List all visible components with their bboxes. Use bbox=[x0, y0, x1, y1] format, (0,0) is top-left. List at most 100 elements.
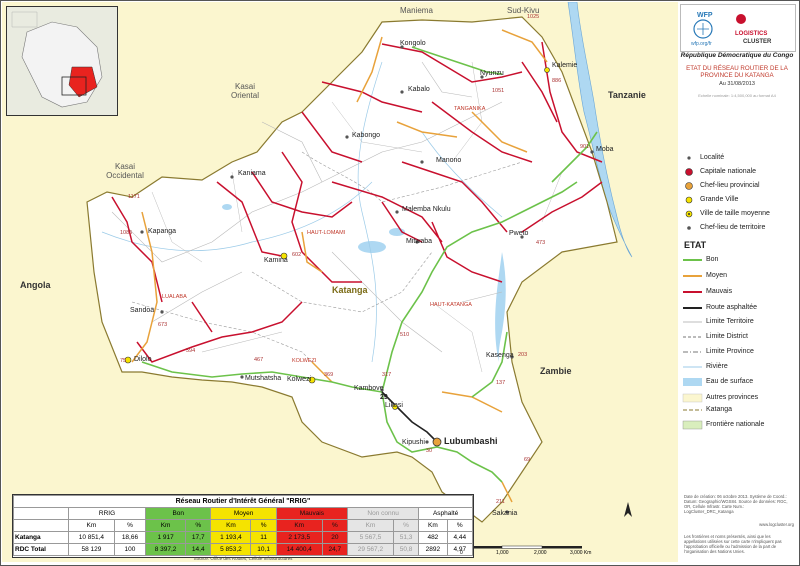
road-number: 30 bbox=[426, 448, 433, 454]
kamina-point bbox=[280, 252, 288, 260]
road-number: 211 bbox=[496, 499, 505, 505]
unit: Km bbox=[347, 519, 394, 532]
roads-bon bbox=[141, 46, 598, 483]
legend-limite-district: Limite District bbox=[706, 333, 749, 340]
contact-link[interactable]: www.logcluster.org bbox=[759, 522, 794, 527]
cell: 5 853,2 bbox=[210, 543, 252, 556]
legend-eau-surface: Eau de surface bbox=[706, 378, 754, 385]
header-asphalte: Asphalté bbox=[418, 507, 473, 520]
lake-tanganyika bbox=[567, 2, 633, 258]
metadata-notes: Date de création: 06 octobre 2013. Systè… bbox=[684, 494, 788, 514]
lake-mweru bbox=[495, 252, 506, 362]
road-number: 29 bbox=[380, 394, 388, 401]
city-label: Sakania bbox=[492, 510, 518, 517]
cell: 11 bbox=[250, 531, 277, 544]
svg-text:LOGISTICS: LOGISTICS bbox=[735, 31, 767, 37]
road-number: 886 bbox=[552, 78, 562, 84]
cell: 4,97 bbox=[446, 543, 474, 556]
legend-chef-lieu-provincial: Chef-lieu provincial bbox=[700, 182, 760, 189]
unit: % bbox=[185, 519, 212, 532]
lake-upemba bbox=[358, 241, 386, 253]
scale-tick: 1,000 bbox=[496, 550, 509, 556]
cell: 58 129 bbox=[67, 543, 115, 556]
road-number: 69 bbox=[524, 457, 531, 463]
city-label-lubumbashi: Lubumbashi bbox=[444, 436, 498, 446]
legend-ville-moyenne: Ville de taille moyenne bbox=[700, 210, 770, 217]
city-label: Nyunzu bbox=[480, 70, 504, 77]
road-asphalt bbox=[381, 391, 438, 443]
line-symbols bbox=[682, 259, 703, 430]
city-label: Kipushi bbox=[402, 439, 425, 446]
river bbox=[357, 61, 383, 363]
city-label: Kongolo bbox=[400, 40, 426, 47]
scale-unit: 3,000 Km bbox=[570, 550, 592, 556]
legend-capitale-nationale: Capitale nationale bbox=[700, 168, 757, 175]
cell: 24,7 bbox=[321, 543, 349, 556]
disclaimer: Les frontières et noms présentés, ainsi … bbox=[684, 534, 782, 554]
province-label-maniema: Maniema bbox=[400, 6, 433, 15]
country-label-zambie: Zambie bbox=[540, 366, 572, 376]
legend-autres-provinces: Autres provinces bbox=[706, 394, 759, 401]
legend-limite-territoire: Limite Territoire bbox=[706, 318, 754, 325]
city-label: Mutshatsha bbox=[245, 375, 282, 382]
north-arrow bbox=[624, 502, 632, 517]
road-number: 901 bbox=[580, 144, 590, 150]
road-number: 203 bbox=[518, 352, 528, 358]
legend-route-asphaltee: Route asphaltée bbox=[706, 304, 757, 311]
city-label: Kabalo bbox=[408, 86, 430, 93]
scale-tick: 0 bbox=[460, 550, 463, 556]
kolwezi-point bbox=[308, 376, 316, 384]
scale-tick: 2,000 bbox=[534, 550, 547, 556]
cell: 4,44 bbox=[446, 531, 474, 544]
cell: 10,1 bbox=[250, 543, 277, 556]
legend-katanga: Katanga bbox=[706, 406, 733, 413]
cell: 14,4 bbox=[185, 543, 212, 556]
stats-table: Réseau Routier d'Intérêt Général "RRIG" … bbox=[12, 494, 474, 561]
logo-box: WFP wfp.org/fr LOGISTICS CLUSTER bbox=[680, 4, 796, 52]
city-label: Moba bbox=[596, 146, 614, 153]
inset-map-canvas bbox=[7, 7, 117, 115]
scale-note: Echelle nominale: 1:4,500,000 au format … bbox=[698, 93, 776, 98]
svg-text:WFP: WFP bbox=[697, 12, 713, 19]
legend-limite-province: Limite Province bbox=[706, 348, 754, 355]
cell: 10 851,4 bbox=[67, 531, 115, 544]
row-label: RDC Total bbox=[13, 543, 69, 556]
map-area: Angola Zambie Tanzanie Maniema Sud-Kivu … bbox=[2, 2, 678, 562]
stats-source: Source: Office des Routes, Cellule Infra… bbox=[193, 556, 293, 561]
district-limit bbox=[251, 251, 433, 313]
unit: Km bbox=[418, 519, 448, 532]
unit: % bbox=[321, 519, 349, 532]
stats-title: Réseau Routier d'Intérêt Général "RRIG" bbox=[13, 495, 473, 508]
territory-capitals bbox=[140, 45, 594, 514]
lubumbashi-point bbox=[432, 437, 442, 447]
lake-small bbox=[222, 204, 232, 210]
road-number: 1051 bbox=[492, 88, 505, 94]
river bbox=[421, 131, 503, 218]
map-date: Au 31/08/2013 bbox=[719, 81, 755, 87]
local-roads bbox=[111, 61, 503, 353]
header-bon: Bon bbox=[145, 507, 212, 520]
city-label: Mitwaba bbox=[406, 238, 433, 245]
cell: 18,66 bbox=[113, 531, 147, 544]
cell: 29 567,2 bbox=[347, 543, 394, 556]
road-number: 1025 bbox=[527, 14, 540, 20]
city-label: Kabongo bbox=[352, 132, 381, 139]
unit: % bbox=[446, 519, 474, 532]
city-label: Kapanga bbox=[148, 228, 177, 235]
map-canvas bbox=[86, 2, 678, 562]
table-row: RDC Total 58 129 100 8 397,2 14,4 5 853,… bbox=[13, 543, 474, 556]
unit: Km bbox=[210, 519, 252, 532]
province-label-kasai-oriental: Kasai Oriental bbox=[230, 82, 259, 100]
unit: Km bbox=[145, 519, 187, 532]
unit: Km bbox=[275, 519, 323, 532]
city-label: Kalemie bbox=[552, 62, 578, 69]
point-symbols bbox=[685, 156, 693, 230]
likasi-point bbox=[392, 404, 398, 410]
svg-text:CLUSTER: CLUSTER bbox=[743, 39, 772, 45]
cell: 20 bbox=[321, 531, 349, 544]
dilolo-point bbox=[124, 356, 132, 364]
cell: 51,3 bbox=[392, 531, 420, 544]
road-number: 594 bbox=[186, 348, 196, 354]
city-label: Sandoa bbox=[130, 307, 155, 314]
legend-bon: Bon bbox=[706, 256, 719, 263]
